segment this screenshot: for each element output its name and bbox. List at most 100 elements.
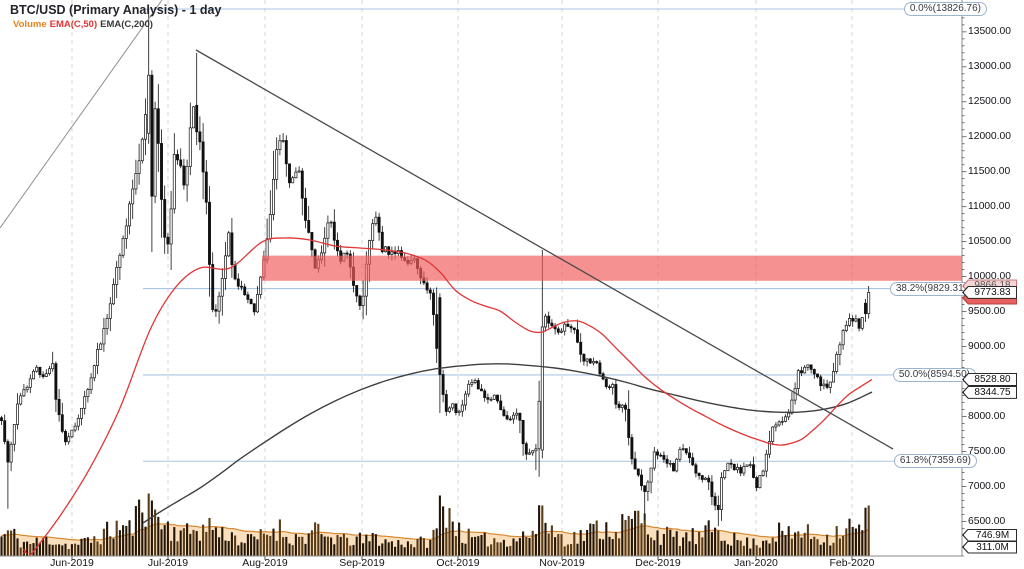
- chart-marker-x-icon: x: [22, 546, 28, 556]
- candle-body-up: [291, 177, 295, 184]
- x-axis-month-label: Jan-2020: [734, 557, 778, 569]
- candle-body-up: [784, 416, 787, 422]
- volume-bar: [714, 527, 717, 556]
- candle-body-down: [160, 143, 163, 200]
- volume-bar: [442, 506, 445, 556]
- volume-bar: [768, 543, 771, 556]
- volume-bar: [547, 533, 550, 556]
- candle-body-up: [854, 318, 858, 322]
- candle-body-up: [371, 223, 375, 241]
- candle-body-up: [540, 326, 544, 451]
- candle-body-down: [624, 404, 627, 410]
- candle-body-up: [275, 149, 279, 180]
- candle-body-down: [38, 366, 42, 376]
- volume-bar: [490, 544, 493, 556]
- candle-body-down: [41, 374, 45, 377]
- candle-body-up: [51, 363, 55, 370]
- volume-bar: [282, 537, 285, 556]
- volume-bar: [502, 539, 505, 556]
- volume-bar: [198, 540, 201, 556]
- candle-body-up: [374, 216, 378, 225]
- volume-bar: [42, 538, 45, 556]
- price-badge-ema50: 8528.80: [962, 372, 1017, 386]
- y-axis-tick-label: 10000.00: [968, 271, 1011, 283]
- candle-body-down: [476, 380, 480, 390]
- volume-bar: [678, 546, 681, 556]
- volume-bar: [832, 542, 835, 556]
- volume-bar: [512, 538, 515, 556]
- candle-body-up: [272, 178, 275, 215]
- volume-bar: [166, 521, 169, 556]
- candle-body-up: [470, 382, 474, 385]
- volume-bar: [742, 545, 745, 556]
- volume-bar: [451, 521, 454, 556]
- y-axis-tick-label: 13500.00: [968, 26, 1011, 38]
- volume-bar: [134, 506, 137, 556]
- candle-body-up: [790, 399, 794, 414]
- volume-bar: [595, 520, 598, 556]
- candle-body-up: [329, 221, 333, 224]
- candle-body-up: [140, 138, 144, 162]
- volume-bar: [294, 534, 297, 556]
- chart-title: BTC/USD (Primary Analysis) - 1 day: [10, 3, 222, 17]
- volume-bar: [253, 536, 256, 556]
- candle-body-down: [208, 201, 211, 265]
- y-axis-tick-label: 11500.00: [968, 166, 1011, 178]
- volume-bar: [637, 510, 640, 556]
- volume-bar: [720, 540, 723, 556]
- volume-bar: [803, 532, 806, 556]
- candle-body-up: [44, 373, 48, 377]
- volume-bar: [355, 536, 358, 556]
- candle-body-down: [428, 289, 432, 294]
- candle-body-down: [800, 370, 803, 374]
- candle-body-up: [297, 170, 301, 173]
- candle-body-down: [435, 314, 439, 349]
- legend-item-ema200: EMA(C,200): [100, 19, 153, 30]
- volume-bar: [237, 545, 240, 556]
- candle-body-down: [444, 394, 448, 412]
- volume-bar: [496, 542, 499, 556]
- x-axis-month-label: Nov-2019: [539, 557, 585, 569]
- volume-bar: [666, 526, 669, 556]
- candle-body-up: [192, 106, 195, 129]
- candle-body-down: [441, 374, 445, 395]
- volume-bar: [624, 519, 627, 556]
- volume-bar: [285, 536, 288, 556]
- volume-bar: [477, 536, 480, 556]
- volume-bar: [61, 545, 64, 556]
- volume-bar: [250, 534, 253, 556]
- volume-ema-area: [1, 523, 869, 556]
- volume-bar: [646, 534, 649, 556]
- candle-body-up: [105, 317, 109, 330]
- candle-body-up: [828, 381, 832, 388]
- candle-body-down: [707, 477, 711, 483]
- candle-body-up: [835, 354, 839, 372]
- volume-bar: [819, 544, 822, 556]
- candle-body-down: [851, 318, 855, 322]
- volume-bar: [262, 533, 265, 556]
- candle-body-up: [649, 467, 653, 483]
- volume-bar: [621, 514, 624, 556]
- candle-body-up: [745, 464, 749, 467]
- volume-bar: [128, 520, 131, 556]
- volume-bar: [656, 530, 659, 556]
- volume-bar: [246, 534, 249, 556]
- volume-bar: [704, 525, 707, 556]
- candle-body-up: [563, 323, 567, 332]
- volume-bar: [701, 537, 704, 556]
- volume-bar: [467, 528, 470, 556]
- volume-bar: [538, 505, 541, 556]
- volume-bar: [301, 536, 304, 556]
- volume-bar: [733, 532, 736, 556]
- volume-bar: [378, 545, 381, 556]
- candle-body-up: [592, 361, 595, 364]
- volume-bar: [106, 521, 109, 556]
- volume-bar: [544, 522, 547, 556]
- volume-bar: [755, 545, 758, 556]
- volume-bar: [227, 541, 230, 556]
- y-axis-tick-label: 6500.00: [968, 515, 1006, 527]
- candle-body-down: [486, 397, 490, 400]
- candle-body-down: [176, 154, 179, 161]
- volume-bar: [234, 535, 237, 556]
